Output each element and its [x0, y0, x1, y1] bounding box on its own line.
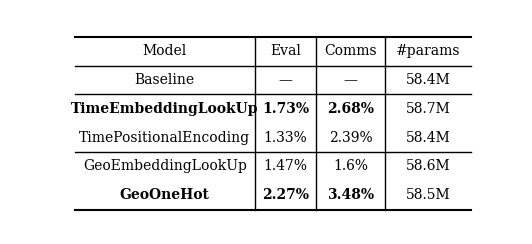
- Text: TimeEmbeddingLookUp: TimeEmbeddingLookUp: [71, 102, 259, 116]
- Text: 58.4M: 58.4M: [405, 73, 451, 87]
- Text: 58.7M: 58.7M: [405, 102, 451, 116]
- Text: 58.5M: 58.5M: [406, 188, 450, 202]
- Text: —: —: [344, 73, 358, 87]
- Text: GeoEmbeddingLookUp: GeoEmbeddingLookUp: [83, 159, 247, 173]
- Text: Model: Model: [143, 44, 187, 58]
- Text: 1.47%: 1.47%: [263, 159, 307, 173]
- Text: Baseline: Baseline: [135, 73, 195, 87]
- Text: TimePositionalEncoding: TimePositionalEncoding: [79, 131, 251, 145]
- Text: 2.68%: 2.68%: [327, 102, 375, 116]
- Text: GeoOneHot: GeoOneHot: [120, 188, 210, 202]
- Text: 58.6M: 58.6M: [406, 159, 450, 173]
- Text: #params: #params: [396, 44, 460, 58]
- Text: 58.4M: 58.4M: [405, 131, 451, 145]
- Text: 1.33%: 1.33%: [264, 131, 307, 145]
- Text: Comms: Comms: [325, 44, 377, 58]
- Text: 1.73%: 1.73%: [262, 102, 309, 116]
- Text: Eval: Eval: [270, 44, 301, 58]
- Text: —: —: [279, 73, 293, 87]
- Text: 1.6%: 1.6%: [334, 159, 368, 173]
- Text: 3.48%: 3.48%: [327, 188, 375, 202]
- Text: 2.39%: 2.39%: [329, 131, 372, 145]
- Text: 2.27%: 2.27%: [262, 188, 309, 202]
